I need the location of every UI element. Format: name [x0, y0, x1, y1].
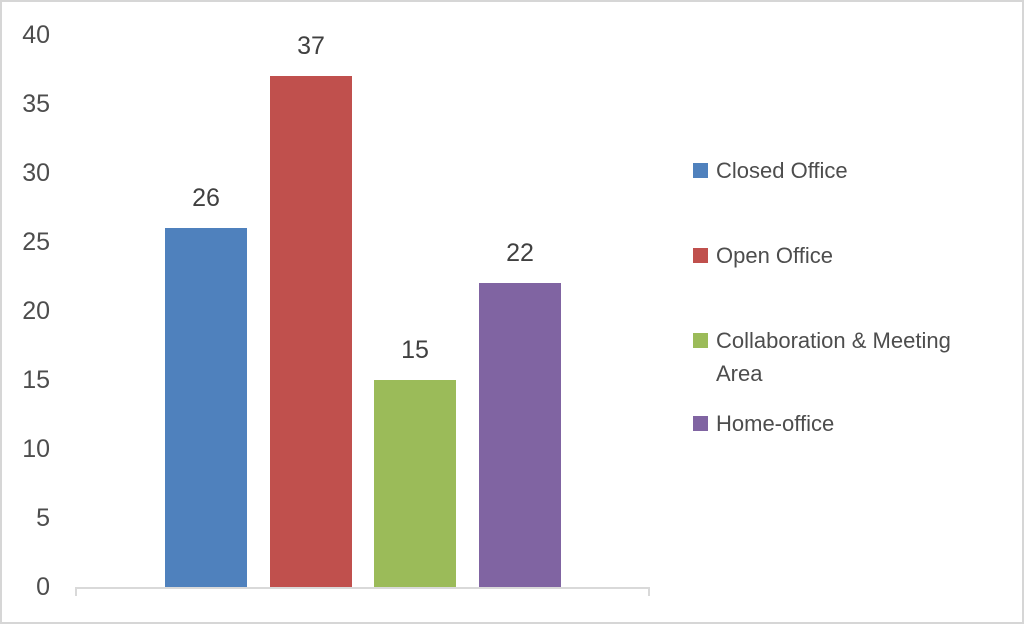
- bar-collaboration-meeting-area: [374, 380, 456, 587]
- y-tick-label-0: 0: [36, 572, 50, 601]
- legend-label-closed-office: Closed Office: [716, 158, 848, 183]
- x-axis-line: [75, 587, 650, 589]
- legend-label-collaboration-meeting-area: Collaboration & Meeting Area: [716, 328, 951, 386]
- y-tick-label-40: 40: [22, 20, 50, 49]
- legend-item-open-office: Open Office: [693, 239, 833, 272]
- bar-open-office: [270, 76, 352, 587]
- legend-swatch-home-office: [693, 416, 708, 431]
- legend-swatch-collaboration-meeting-area: [693, 333, 708, 348]
- legend-item-collaboration-meeting-area: Collaboration & Meeting Area: [693, 324, 996, 390]
- legend-item-closed-office: Closed Office: [693, 154, 848, 187]
- legend-label-home-office: Home-office: [716, 411, 835, 436]
- bar-closed-office: [165, 228, 247, 587]
- y-tick-label-30: 30: [22, 158, 50, 187]
- y-tick-label-25: 25: [22, 227, 50, 256]
- legend-label-open-office: Open Office: [716, 243, 833, 268]
- x-axis-end-tick: [75, 587, 77, 596]
- x-axis-end-tick: [648, 587, 650, 596]
- bar-home-office: [479, 283, 561, 587]
- data-label-closed-office: 26: [192, 184, 220, 212]
- data-label-collaboration-meeting-area: 15: [401, 336, 429, 364]
- legend-swatch-closed-office: [693, 163, 708, 178]
- data-label-open-office: 37: [297, 32, 325, 60]
- legend-swatch-open-office: [693, 248, 708, 263]
- y-tick-label-10: 10: [22, 434, 50, 463]
- y-tick-label-20: 20: [22, 296, 50, 325]
- legend-item-home-office: Home-office: [693, 407, 834, 440]
- y-tick-label-5: 5: [36, 503, 50, 532]
- data-label-home-office: 22: [506, 239, 534, 267]
- y-tick-label-35: 35: [22, 89, 50, 118]
- y-tick-label-15: 15: [22, 365, 50, 394]
